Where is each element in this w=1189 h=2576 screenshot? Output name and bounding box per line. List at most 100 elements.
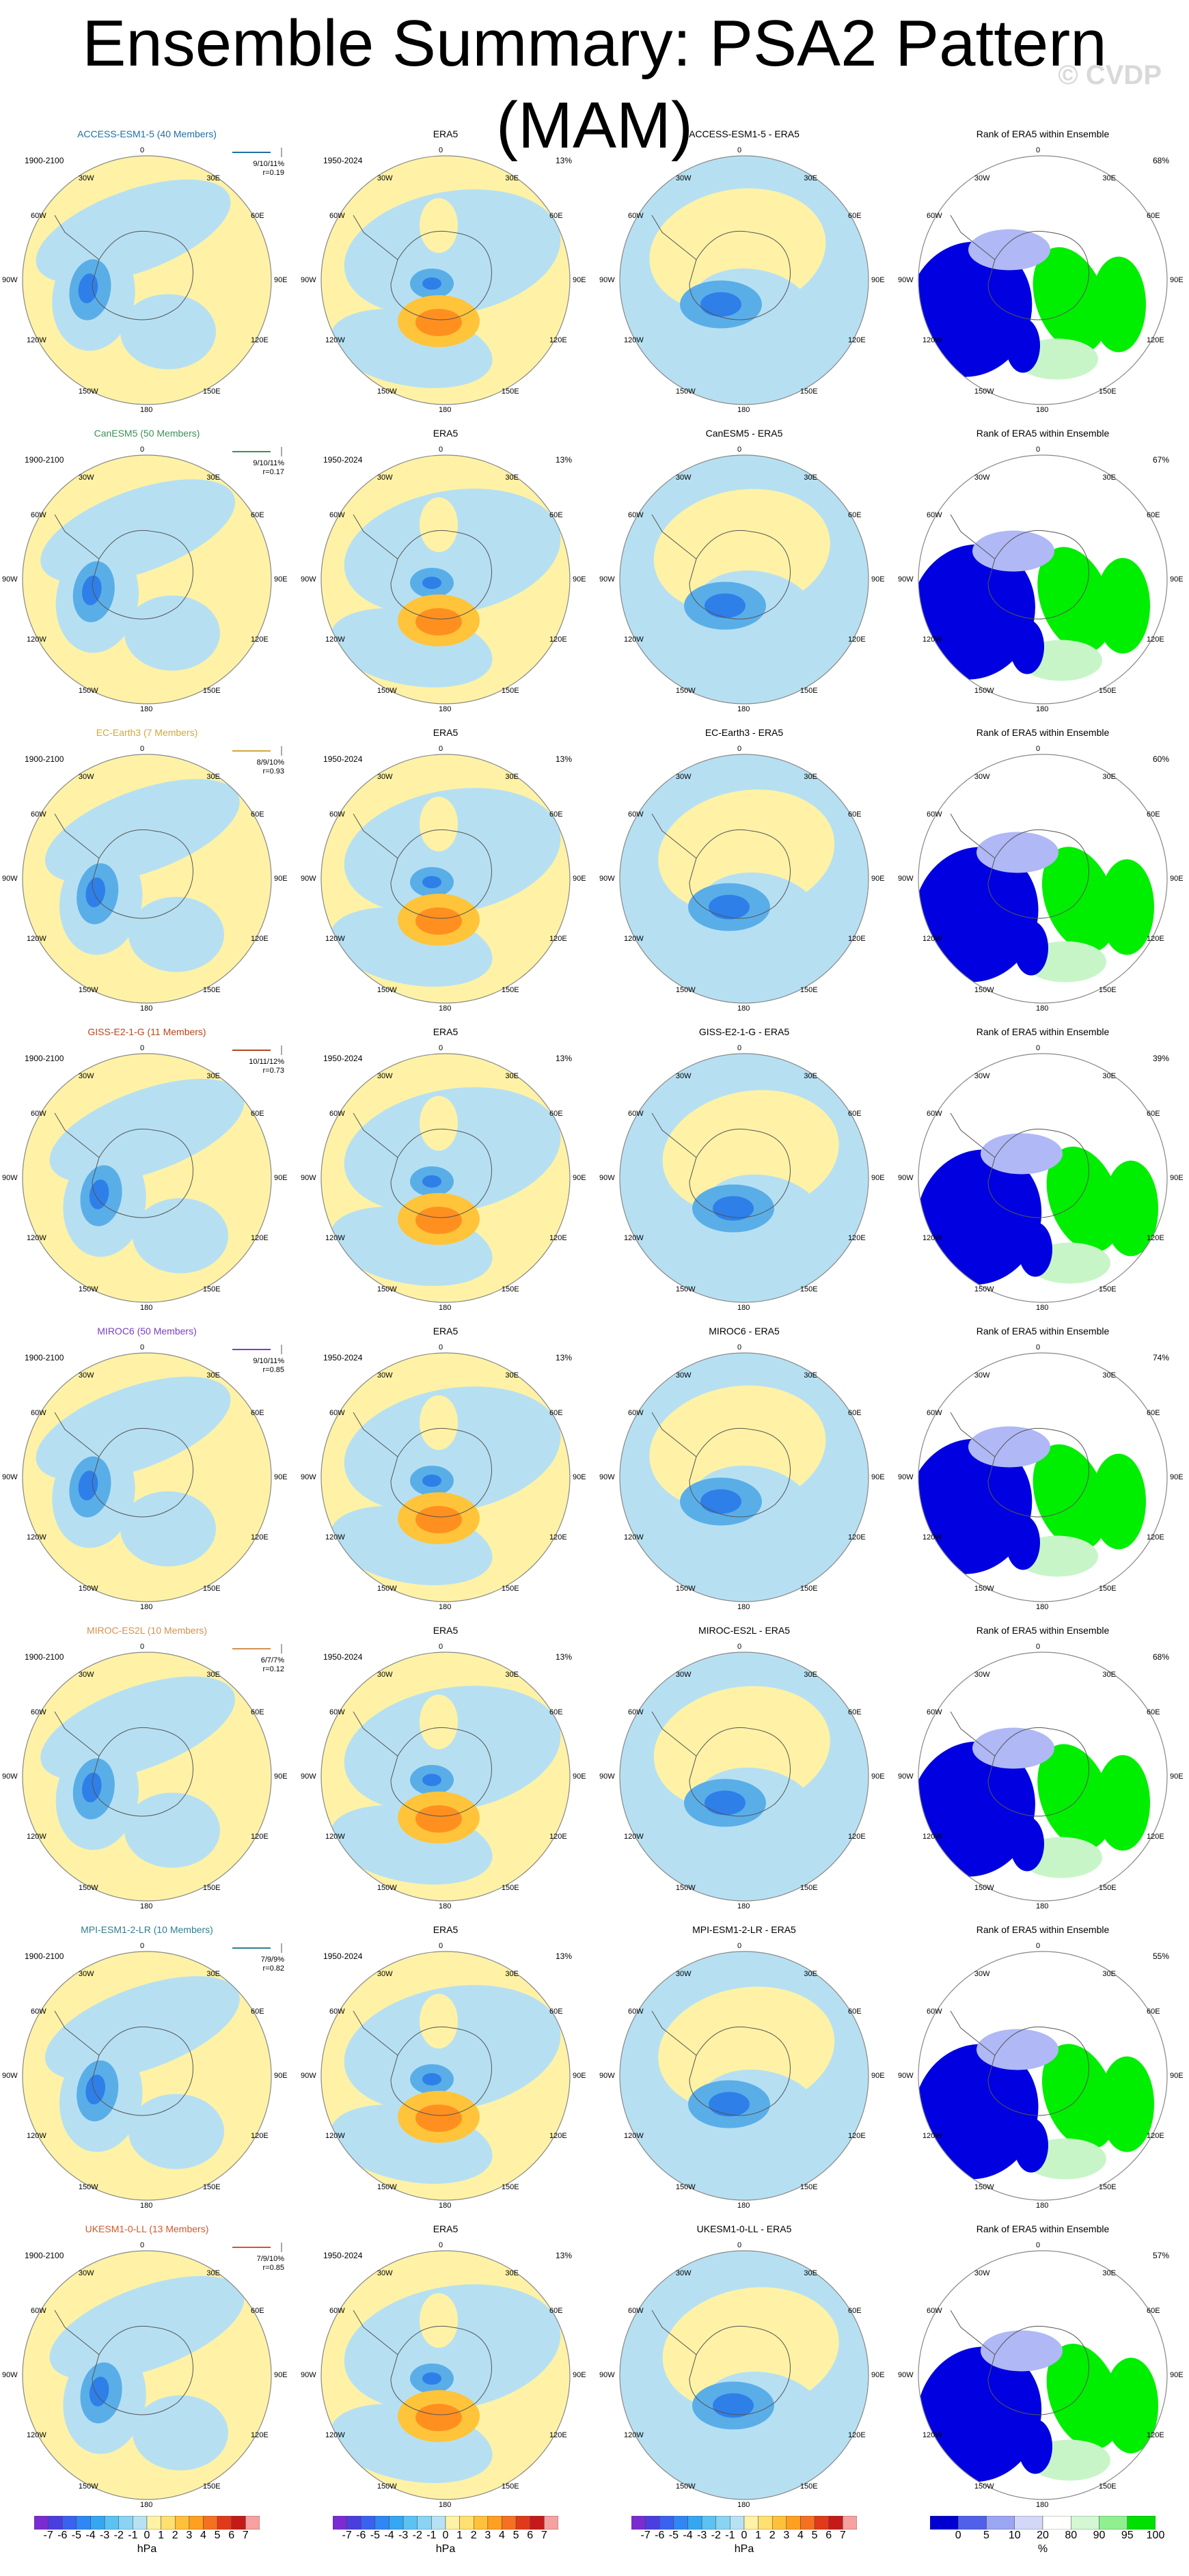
map-label-top-left: 30W: [78, 474, 94, 482]
map-label-right: 90E: [573, 276, 586, 284]
colorbar-swatch: [958, 2515, 987, 2530]
diff-map: [619, 155, 869, 405]
map-label-upper-left: 60W: [329, 1109, 345, 1118]
era5-field: [321, 156, 570, 405]
map-label-top: 0: [140, 1044, 145, 1052]
hpa-colorbar-swatches: [332, 2515, 559, 2530]
colorbar-tick-label: -3: [398, 2530, 409, 2541]
rank-panel: Rank of ERA5 within Ensemble 0 180 90W 90E 60…: [898, 1924, 1184, 2217]
map-boundary: [619, 1352, 869, 1602]
rank-panel-title: Rank of ERA5 within Ensemble: [976, 1625, 1110, 1636]
rank-anomaly-blob: [1010, 1816, 1044, 1872]
model-map: [22, 155, 272, 405]
colorbar-tick-label: 80: [1065, 2530, 1078, 2541]
map-label-bottom-left: 150W: [377, 686, 397, 695]
spread-whisker: [232, 1644, 282, 1654]
spread-whisker: [232, 1345, 282, 1354]
spread-stats: 9/10/11% r=0.17: [230, 447, 284, 477]
map-label-top-right: 30E: [505, 1371, 519, 1380]
map-label-upper-left: 60W: [31, 2306, 46, 2315]
peninsula-coastline: [651, 813, 697, 859]
era5-anomaly-blob: [420, 497, 458, 552]
model-panel-title: MPI-ESM1-2-LR (10 Members): [81, 1924, 213, 1935]
rank-map: [918, 454, 1168, 704]
map-label-left: 90W: [898, 2371, 914, 2379]
rank-panel: Rank of ERA5 within Ensemble 0 180 90W 90E 60…: [898, 128, 1184, 421]
diff-panel-title: MPI-ESM1-2-LR - ERA5: [692, 1924, 796, 1935]
rank-anomaly-blob: [918, 1438, 1033, 1574]
colorbar-swatch: [474, 2515, 489, 2530]
rank-anomaly-blob: [1006, 318, 1040, 373]
colorbar-swatch: [687, 2515, 702, 2530]
map-label-top-right: 30E: [1102, 1671, 1116, 1680]
map-label-right: 90E: [871, 875, 885, 883]
diff-panel-title: UKESM1-0-LL - ERA5: [696, 2223, 792, 2234]
rank-anomaly-blob: [976, 2029, 1058, 2070]
rank-anomaly-blob: [972, 530, 1054, 572]
map-label-top-right: 30E: [804, 2269, 817, 2278]
map-label-bottom-left: 150W: [78, 1285, 98, 1293]
diff-field: [620, 1353, 869, 1602]
map-label-right: 90E: [1170, 1772, 1184, 1781]
map-label-right: 90E: [871, 1772, 885, 1781]
diff-panel: ACCESS-ESM1-5 - ERA5 0 180 90W 90E 60W 60E 30W 3…: [599, 128, 885, 421]
map-label-top-right: 30E: [804, 1671, 817, 1680]
map-label-lower-left: 120W: [325, 335, 345, 344]
diff-anomaly-blob: [705, 593, 746, 618]
map-label-bottom: 180: [439, 1004, 452, 1013]
map-label-bottom: 180: [439, 1304, 452, 1312]
rank-percent: 55%: [1152, 1951, 1169, 1961]
map-label-upper-right: 60E: [549, 1708, 563, 1716]
era5-map: [320, 155, 571, 405]
map-label-lower-left: 120W: [922, 635, 942, 644]
colorbar-tick-label: 7: [839, 2530, 846, 2541]
colorbar-swatch: [417, 2515, 432, 2530]
map-label-lower-left: 120W: [624, 635, 644, 644]
diff-anomaly-blob: [700, 292, 741, 317]
colorbar-swatch: [374, 2515, 390, 2530]
spread-whisker: [232, 447, 282, 456]
map-label-lower-left: 120W: [624, 934, 644, 943]
map-boundary: [22, 1053, 272, 1303]
map-label-top: 0: [1036, 2241, 1041, 2249]
map-label-right: 90E: [274, 2072, 288, 2080]
map-label-bottom-left: 150W: [377, 2182, 397, 2191]
hpa-colorbar: -7 -6 -5 -4 -3 -2 -1 0 1 2 3 4 5 6 7 hPa: [332, 2515, 559, 2564]
map-label-lower-left: 120W: [922, 2131, 942, 2140]
colorbar-tick-label: 4: [797, 2530, 804, 2541]
rank-panel: Rank of ERA5 within Ensemble 0 180 90W 90E 60…: [898, 2223, 1184, 2516]
map-label-top-left: 30W: [675, 174, 692, 183]
colorbar-tick-label: -6: [655, 2530, 665, 2541]
peninsula-coastline: [950, 1412, 996, 1457]
rank-anomaly-blob: [918, 2044, 1039, 2180]
model-panel: ACCESS-ESM1-5 (40 Members) 0 180 90W 90E 60W 6…: [2, 128, 288, 421]
map-label-top-right: 30E: [206, 474, 220, 482]
map-label-right: 90E: [871, 1174, 885, 1182]
map-label-bottom: 180: [140, 1902, 153, 1910]
map-label-upper-right: 60E: [848, 1109, 862, 1118]
map-label-lower-right: 120E: [251, 1233, 269, 1242]
model-anomaly-blob: [128, 2094, 224, 2169]
map-label-top-left: 30W: [377, 174, 393, 183]
rank-panel: Rank of ERA5 within Ensemble 0 180 90W 90E 60…: [898, 1326, 1184, 1618]
map-boundary: [918, 1352, 1168, 1602]
map-label-bottom-right: 150E: [1098, 985, 1117, 994]
map-label-upper-right: 60E: [251, 1408, 264, 1417]
map-label-bottom-right: 150E: [800, 1285, 818, 1293]
model-map: [22, 1652, 272, 1902]
rank-map: [918, 2250, 1168, 2500]
map-label-lower-right: 120E: [1147, 2430, 1164, 2439]
map-label-lower-right: 120E: [1147, 335, 1164, 344]
peninsula-coastline: [651, 2010, 697, 2056]
map-label-top-right: 30E: [206, 2269, 220, 2278]
era5-field: [321, 2251, 570, 2499]
colorbar-swatch: [843, 2515, 858, 2530]
map-boundary: [619, 155, 869, 405]
map-label-upper-right: 60E: [1147, 510, 1160, 519]
map-label-bottom: 180: [140, 2501, 153, 2509]
diff-anomaly-blob: [700, 1489, 741, 1514]
colorbar-tick-label: -7: [43, 2530, 53, 2541]
peninsula-coastline: [54, 215, 100, 260]
period-label: 1950-2024: [323, 156, 363, 165]
model-panel-title: MIROC6 (50 Members): [97, 1326, 197, 1337]
